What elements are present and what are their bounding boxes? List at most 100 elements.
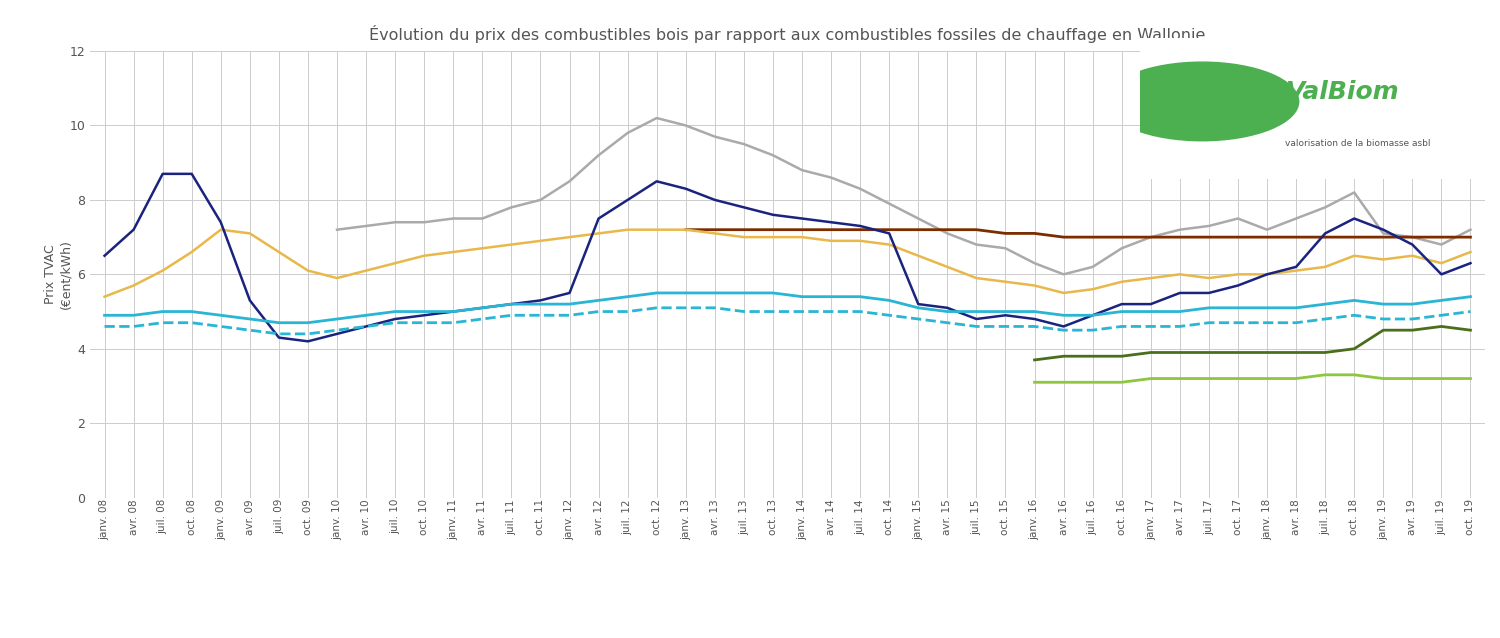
- Propane (vrac): [1461, 226, 1479, 234]
- Pellets (vrac): [676, 304, 694, 312]
- Propane (vrac): [474, 214, 492, 223]
- Bûchettes densifiées: [1228, 234, 1246, 241]
- Propane (vrac): [1258, 226, 1276, 234]
- Gaz naturel: [939, 263, 957, 271]
- Text: valorisation de la biomasse asbl: valorisation de la biomasse asbl: [1286, 139, 1431, 148]
- Line: Plaquettes: Plaquettes: [1035, 375, 1470, 382]
- Gaz naturel: [880, 241, 898, 248]
- Propane (vrac): [1083, 263, 1101, 271]
- Pellets (sac): [298, 319, 316, 327]
- Pellets (sac): [328, 315, 346, 323]
- Bûchettes densifiées: [968, 226, 986, 234]
- Bûchettes densifiées: [1054, 234, 1072, 241]
- Pellets (vrac): [590, 308, 608, 315]
- Plaquettes: [1172, 375, 1190, 382]
- Bûchettes densifiées: [1142, 234, 1160, 241]
- Gaz naturel: [735, 234, 753, 241]
- Gaz naturel: [1258, 271, 1276, 278]
- Mazout: [1054, 323, 1072, 330]
- Pellets (vrac): [183, 319, 201, 327]
- Pellets (sac): [1054, 311, 1072, 319]
- Mazout: [1258, 271, 1276, 278]
- Pellets (vrac): [1432, 311, 1450, 319]
- Bûchettes densifiées: [1346, 234, 1364, 241]
- Propane (vrac): [1142, 234, 1160, 241]
- Mazout: [735, 204, 753, 211]
- Bûchettes densifiées: [1432, 234, 1450, 241]
- Pellets (vrac): [474, 315, 492, 323]
- Pellets (vrac): [270, 330, 288, 338]
- Propane (vrac): [1287, 214, 1305, 223]
- Gaz naturel: [242, 230, 260, 237]
- Propane (vrac): [648, 114, 666, 122]
- Bûchettes densifiées: [1083, 234, 1101, 241]
- Pellets (sac): [1346, 297, 1364, 304]
- Bûchettes densifiées: [764, 226, 782, 234]
- Gaz naturel: [1172, 271, 1190, 278]
- Bois Bûches: [1346, 345, 1364, 353]
- Bûchettes densifiées: [1113, 234, 1131, 241]
- Bûchettes densifiées: [822, 226, 840, 234]
- Gaz naturel: [909, 252, 927, 260]
- Pellets (vrac): [794, 308, 812, 315]
- Pellets (vrac): [153, 319, 171, 327]
- Propane (vrac): [503, 204, 520, 211]
- Gaz naturel: [850, 237, 868, 245]
- Mazout: [706, 196, 724, 204]
- Pellets (vrac): [968, 323, 986, 330]
- Mazout: [1228, 282, 1246, 290]
- Mazout: [357, 323, 375, 330]
- Mazout: [183, 170, 201, 178]
- Mazout: [444, 308, 462, 315]
- Pellets (sac): [183, 308, 201, 315]
- Pellets (vrac): [357, 323, 375, 330]
- Propane (vrac): [1346, 189, 1364, 197]
- Pellets (vrac): [735, 308, 753, 315]
- Gaz naturel: [1432, 260, 1450, 267]
- Propane (vrac): [444, 214, 462, 223]
- Pellets (vrac): [561, 311, 579, 319]
- Bois Bûches: [1258, 348, 1276, 356]
- Mazout: [1083, 311, 1101, 319]
- Pellets (vrac): [328, 326, 346, 334]
- Pellets (vrac): [1200, 319, 1218, 327]
- Propane (vrac): [1026, 260, 1044, 267]
- Pellets (sac): [880, 297, 898, 304]
- Gaz naturel: [1374, 256, 1392, 263]
- Mazout: [1113, 300, 1131, 308]
- Mazout: [153, 170, 171, 178]
- Pellets (vrac): [503, 311, 520, 319]
- Pellets (sac): [1200, 304, 1218, 312]
- Pellets (sac): [153, 308, 171, 315]
- Bûchettes densifiées: [1287, 234, 1305, 241]
- Pellets (vrac): [124, 323, 142, 330]
- Propane (vrac): [909, 214, 927, 223]
- Gaz naturel: [386, 260, 404, 267]
- Pellets (vrac): [242, 326, 260, 334]
- Propane (vrac): [531, 196, 549, 204]
- Plaquettes: [1316, 371, 1334, 379]
- Mazout: [1287, 263, 1305, 271]
- Bûchettes densifiées: [996, 230, 1014, 237]
- Propane (vrac): [1054, 271, 1072, 278]
- Pellets (vrac): [909, 315, 927, 323]
- Pellets (vrac): [618, 308, 636, 315]
- Mazout: [822, 218, 840, 226]
- Pellets (vrac): [822, 308, 840, 315]
- Pellets (sac): [822, 293, 840, 300]
- Propane (vrac): [561, 177, 579, 185]
- Gaz naturel: [96, 293, 114, 300]
- Pellets (sac): [676, 289, 694, 297]
- Gaz naturel: [357, 267, 375, 274]
- Pellets (vrac): [298, 330, 316, 338]
- Pellets (sac): [96, 311, 114, 319]
- Pellets (sac): [1404, 300, 1422, 308]
- Pellets (sac): [1374, 300, 1392, 308]
- Gaz naturel: [503, 241, 520, 248]
- Pellets (sac): [416, 308, 434, 315]
- Bois Bûches: [1432, 323, 1450, 330]
- Pellets (sac): [1228, 304, 1246, 312]
- Gaz naturel: [1404, 252, 1422, 260]
- Pellets (sac): [357, 311, 375, 319]
- Plaquettes: [1200, 375, 1218, 382]
